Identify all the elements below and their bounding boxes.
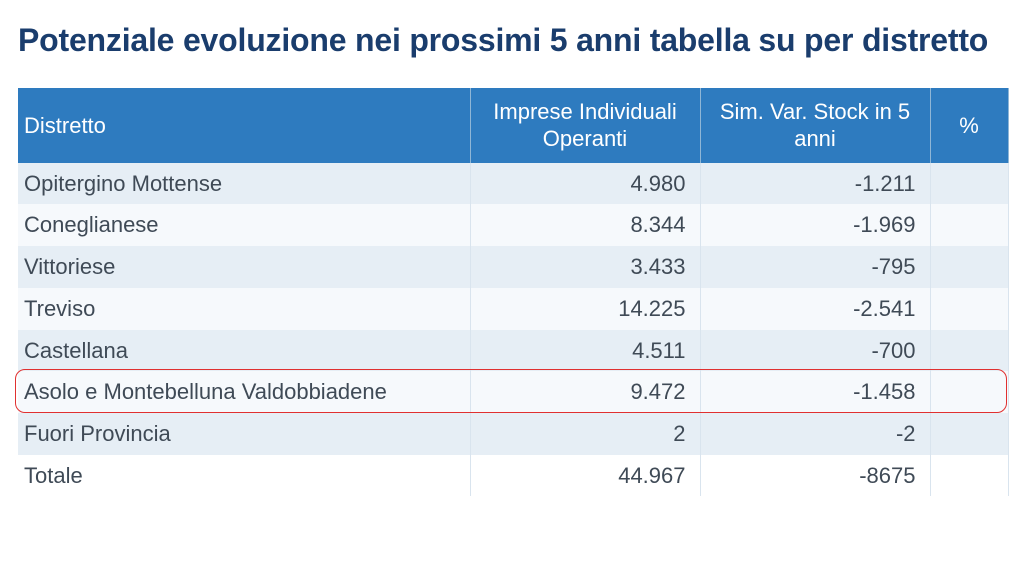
cell-distretto: Opitergino Mottense <box>18 163 470 205</box>
table-row-highlighted: Asolo e Montebelluna Valdobbiadene 9.472… <box>18 371 1008 413</box>
cell-pct <box>930 413 1008 455</box>
table-row: Treviso 14.225 -2.541 <box>18 288 1008 330</box>
col-header-distretto: Distretto <box>18 88 470 163</box>
cell-distretto: Asolo e Montebelluna Valdobbiadene <box>18 371 470 413</box>
col-header-imprese: Imprese Individuali Operanti <box>470 88 700 163</box>
cell-var: -795 <box>700 246 930 288</box>
table-row: Fuori Provincia 2 -2 <box>18 413 1008 455</box>
cell-pct <box>930 204 1008 246</box>
cell-var: -8675 <box>700 455 930 497</box>
cell-imprese: 44.967 <box>470 455 700 497</box>
cell-var: -1.211 <box>700 163 930 205</box>
cell-pct <box>930 288 1008 330</box>
cell-imprese: 4.511 <box>470 330 700 372</box>
cell-var: -1.458 <box>700 371 930 413</box>
table-row: Vittoriese 3.433 -795 <box>18 246 1008 288</box>
cell-imprese: 4.980 <box>470 163 700 205</box>
cell-var: -1.969 <box>700 204 930 246</box>
cell-pct <box>930 246 1008 288</box>
table-row: Castellana 4.511 -700 <box>18 330 1008 372</box>
cell-pct <box>930 330 1008 372</box>
cell-distretto: Vittoriese <box>18 246 470 288</box>
cell-pct <box>930 163 1008 205</box>
cell-pct <box>930 455 1008 497</box>
cell-distretto: Treviso <box>18 288 470 330</box>
cell-distretto: Totale <box>18 455 470 497</box>
cell-distretto: Castellana <box>18 330 470 372</box>
table-row: Opitergino Mottense 4.980 -1.211 <box>18 163 1008 205</box>
cell-imprese: 3.433 <box>470 246 700 288</box>
col-header-var: Sim. Var. Stock in 5 anni <box>700 88 930 163</box>
cell-imprese: 9.472 <box>470 371 700 413</box>
cell-distretto: Coneglianese <box>18 204 470 246</box>
cell-pct <box>930 371 1008 413</box>
cell-imprese: 8.344 <box>470 204 700 246</box>
cell-var: -2 <box>700 413 930 455</box>
table-row: Coneglianese 8.344 -1.969 <box>18 204 1008 246</box>
cell-distretto: Fuori Provincia <box>18 413 470 455</box>
cell-imprese: 14.225 <box>470 288 700 330</box>
table-row-total: Totale 44.967 -8675 <box>18 455 1008 497</box>
cell-imprese: 2 <box>470 413 700 455</box>
districts-table: Distretto Imprese Individuali Operanti S… <box>18 88 1009 497</box>
table-header-row: Distretto Imprese Individuali Operanti S… <box>18 88 1008 163</box>
col-header-pct: % <box>930 88 1008 163</box>
cell-var: -2.541 <box>700 288 930 330</box>
page-title: Potenziale evoluzione nei prossimi 5 ann… <box>18 22 1009 60</box>
cell-var: -700 <box>700 330 930 372</box>
